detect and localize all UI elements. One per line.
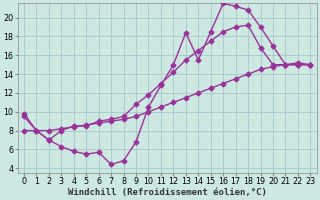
- X-axis label: Windchill (Refroidissement éolien,°C): Windchill (Refroidissement éolien,°C): [68, 188, 267, 197]
